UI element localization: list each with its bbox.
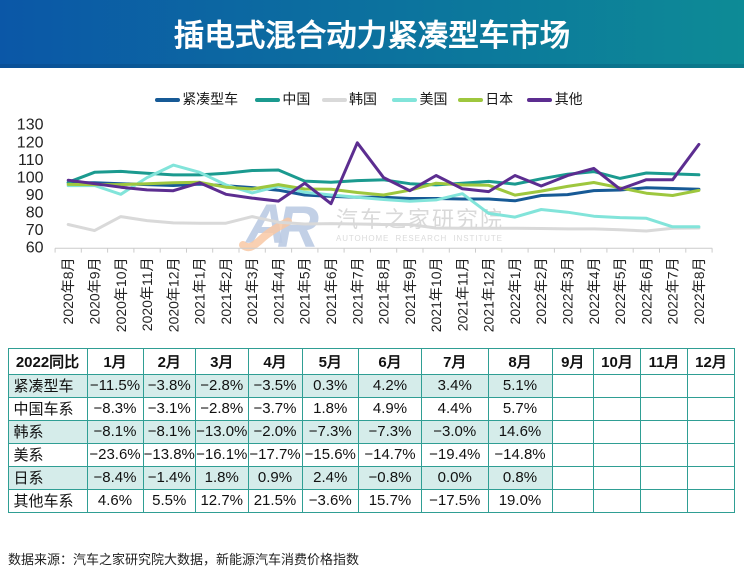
svg-text:2021年9月: 2021年9月	[402, 258, 418, 325]
svg-text:60: 60	[26, 240, 44, 257]
svg-text:2021年12月: 2021年12月	[481, 258, 497, 333]
svg-text:2020年11月: 2020年11月	[139, 258, 155, 332]
svg-text:2020年10月: 2020年10月	[113, 258, 129, 333]
svg-text:90: 90	[26, 187, 44, 204]
svg-text:120: 120	[17, 134, 44, 151]
svg-text:AUTOHOME RESEARCH INSTITUTE: AUTOHOME RESEARCH INSTITUTE	[336, 234, 503, 243]
svg-text:2022年3月: 2022年3月	[560, 258, 576, 325]
svg-text:110: 110	[18, 152, 44, 169]
svg-text:100: 100	[17, 169, 44, 186]
svg-text:2022年1月: 2022年1月	[507, 258, 523, 325]
svg-text:2021年4月: 2021年4月	[270, 258, 286, 325]
svg-text:2021年10月: 2021年10月	[428, 258, 444, 333]
svg-text:2022年6月: 2022年6月	[638, 258, 654, 325]
svg-text:2022年2月: 2022年2月	[533, 258, 549, 325]
svg-text:2022年5月: 2022年5月	[612, 258, 628, 325]
svg-text:2022年4月: 2022年4月	[586, 258, 602, 325]
svg-text:80: 80	[26, 205, 44, 222]
svg-text:2020年12月: 2020年12月	[165, 258, 181, 333]
svg-text:2022年7月: 2022年7月	[665, 258, 681, 325]
svg-text:2021年1月: 2021年1月	[192, 258, 208, 325]
svg-text:2021年7月: 2021年7月	[349, 258, 365, 325]
svg-text:2021年8月: 2021年8月	[376, 258, 392, 325]
svg-text:2021年3月: 2021年3月	[244, 258, 260, 325]
svg-text:70: 70	[26, 222, 44, 239]
svg-text:2021年6月: 2021年6月	[323, 258, 339, 325]
svg-text:130: 130	[17, 117, 44, 134]
svg-text:2020年9月: 2020年9月	[87, 258, 103, 325]
svg-text:2022年8月: 2022年8月	[691, 258, 707, 325]
svg-text:2021年2月: 2021年2月	[218, 258, 234, 325]
svg-text:2021年11月: 2021年11月	[454, 258, 470, 332]
svg-text:2021年5月: 2021年5月	[297, 258, 313, 325]
svg-text:2020年8月: 2020年8月	[60, 258, 76, 325]
